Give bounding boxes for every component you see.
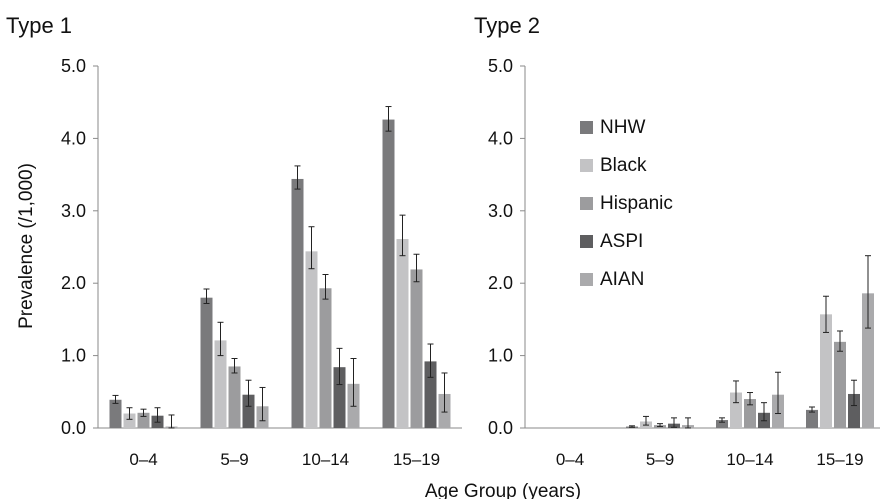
bar-black-10-14 — [730, 392, 742, 428]
bar-black-15-19 — [396, 239, 409, 428]
x-tick-label: 5–9 — [646, 450, 674, 469]
legend-label-aian: AIAN — [600, 269, 644, 290]
bar-aspi-15-19 — [424, 361, 437, 428]
legend-swatch-hispanic — [580, 197, 593, 210]
bar-hispanic-15-19 — [410, 269, 423, 428]
error-bar-black-10-14 — [308, 226, 315, 270]
error-bar-aian-10-14 — [775, 371, 781, 415]
error-bar-nhw-15-19 — [809, 406, 815, 413]
error-bar-black-15-19 — [399, 214, 406, 257]
legend-swatch-nhw — [580, 121, 593, 134]
error-bar-nhw-15-19 — [385, 106, 392, 132]
bar-black-15-19 — [820, 314, 832, 428]
error-bar-black-15-19 — [823, 295, 829, 333]
y-tick-label: 1.0 — [61, 346, 86, 366]
legend: NHW Black Hispanic ASPI AIAN — [580, 117, 673, 290]
error-bar-aian-15-19 — [865, 255, 871, 329]
error-bar-aspi-0-4 — [154, 407, 161, 423]
error-bar-black-5-9 — [643, 415, 649, 426]
bar-aian-15-19 — [862, 293, 874, 428]
error-bar-hispanic-15-19 — [837, 330, 843, 352]
x-tick-label: 0–4 — [129, 450, 157, 469]
bar-hispanic-15-19 — [834, 341, 846, 428]
y-tick-label: 5.0 — [488, 56, 513, 76]
y-axis-label: Prevalence (/1,000) — [16, 163, 37, 329]
bar-black-5-9 — [214, 340, 227, 428]
error-bar-black-10-14 — [733, 380, 739, 404]
bar-hispanic-10-14 — [744, 399, 756, 428]
error-bar-black-0-4 — [126, 407, 133, 420]
type-1-title: Type 1 — [6, 13, 72, 38]
y-tick-label: 5.0 — [61, 56, 86, 76]
y-tick-label: 4.0 — [61, 128, 86, 148]
error-bar-nhw-10-14 — [294, 165, 301, 190]
bar-black-0-4 — [123, 413, 136, 428]
bar-hispanic-5-9 — [228, 366, 241, 428]
y-tick-label: 4.0 — [488, 128, 513, 148]
error-bar-aian-0-4 — [168, 414, 175, 429]
error-bar-aspi-15-19 — [427, 343, 434, 378]
error-bar-aspi-10-14 — [761, 402, 767, 422]
y-tick-label: 0.0 — [488, 418, 513, 438]
error-bar-aian-5-9 — [259, 386, 266, 422]
error-bar-hispanic-10-14 — [322, 274, 329, 300]
y-tick-label: 0.0 — [61, 418, 86, 438]
error-bar-aspi-5-9 — [671, 417, 677, 428]
error-bar-aian-5-9 — [685, 417, 691, 429]
bar-nhw-10-14 — [716, 420, 728, 428]
error-bar-black-5-9 — [217, 321, 224, 357]
error-bar-hispanic-10-14 — [747, 392, 753, 406]
x-axis-label: Age Group (years) — [425, 481, 581, 499]
x-tick-label: 0–4 — [556, 450, 584, 469]
bar-black-10-14 — [305, 251, 318, 428]
legend-swatch-black — [580, 159, 593, 172]
x-tick-label: 5–9 — [220, 450, 248, 469]
x-tick-label: 15–19 — [816, 450, 863, 469]
y-tick-label: 3.0 — [488, 201, 513, 221]
bar-aspi-5-9 — [242, 394, 255, 428]
x-tick-label: 10–14 — [726, 450, 773, 469]
legend-label-aspi: ASPI — [600, 231, 643, 252]
bar-aspi-15-19 — [848, 393, 860, 428]
bar-nhw-5-9 — [200, 297, 213, 428]
bar-hispanic-10-14 — [319, 288, 332, 428]
error-bar-nhw-5-9 — [629, 425, 635, 428]
y-tick-label: 2.0 — [488, 273, 513, 293]
y-tick-label: 3.0 — [61, 201, 86, 221]
error-bar-nhw-5-9 — [203, 288, 210, 304]
legend-label-black: Black — [600, 155, 647, 176]
legend-swatch-aian — [580, 273, 593, 286]
error-bar-hispanic-15-19 — [413, 253, 420, 283]
error-bar-aian-15-19 — [441, 372, 448, 413]
legend-label-hispanic: Hispanic — [600, 193, 673, 214]
bar-aspi-10-14 — [333, 367, 346, 428]
y-tick-label: 2.0 — [61, 273, 86, 293]
x-tick-label: 15–19 — [393, 450, 440, 469]
bar-nhw-15-19 — [382, 119, 395, 429]
error-bar-hispanic-5-9 — [657, 423, 663, 428]
error-bar-aspi-15-19 — [851, 379, 857, 407]
bar-nhw-0-4 — [109, 399, 122, 428]
x-tick-label: 10–14 — [302, 450, 349, 469]
type-2-title: Type 2 — [474, 13, 540, 38]
y-tick-label: 1.0 — [488, 346, 513, 366]
bar-nhw-10-14 — [291, 178, 304, 428]
error-bar-nhw-10-14 — [719, 417, 725, 423]
error-bar-aspi-5-9 — [245, 379, 252, 407]
error-bar-nhw-0-4 — [112, 394, 119, 404]
error-bar-aian-10-14 — [350, 357, 357, 407]
legend-label-nhw: NHW — [600, 117, 645, 138]
error-bar-hispanic-5-9 — [231, 357, 238, 374]
legend-swatch-aspi — [580, 235, 593, 248]
error-bar-hispanic-0-4 — [140, 408, 147, 417]
type-1-panel: Type 1 0.0 1.0 2.0 3.0 4.0 5.0 0–4 5–9 10–14 15–1… — [6, 13, 462, 469]
bar-nhw-15-19 — [806, 409, 818, 428]
error-bar-aspi-10-14 — [336, 347, 343, 386]
type-2-panel: Type 2 0.0 1.0 2.0 3.0 4.0 5.0 0–4 5–9 10–14 15–1… — [474, 13, 880, 469]
